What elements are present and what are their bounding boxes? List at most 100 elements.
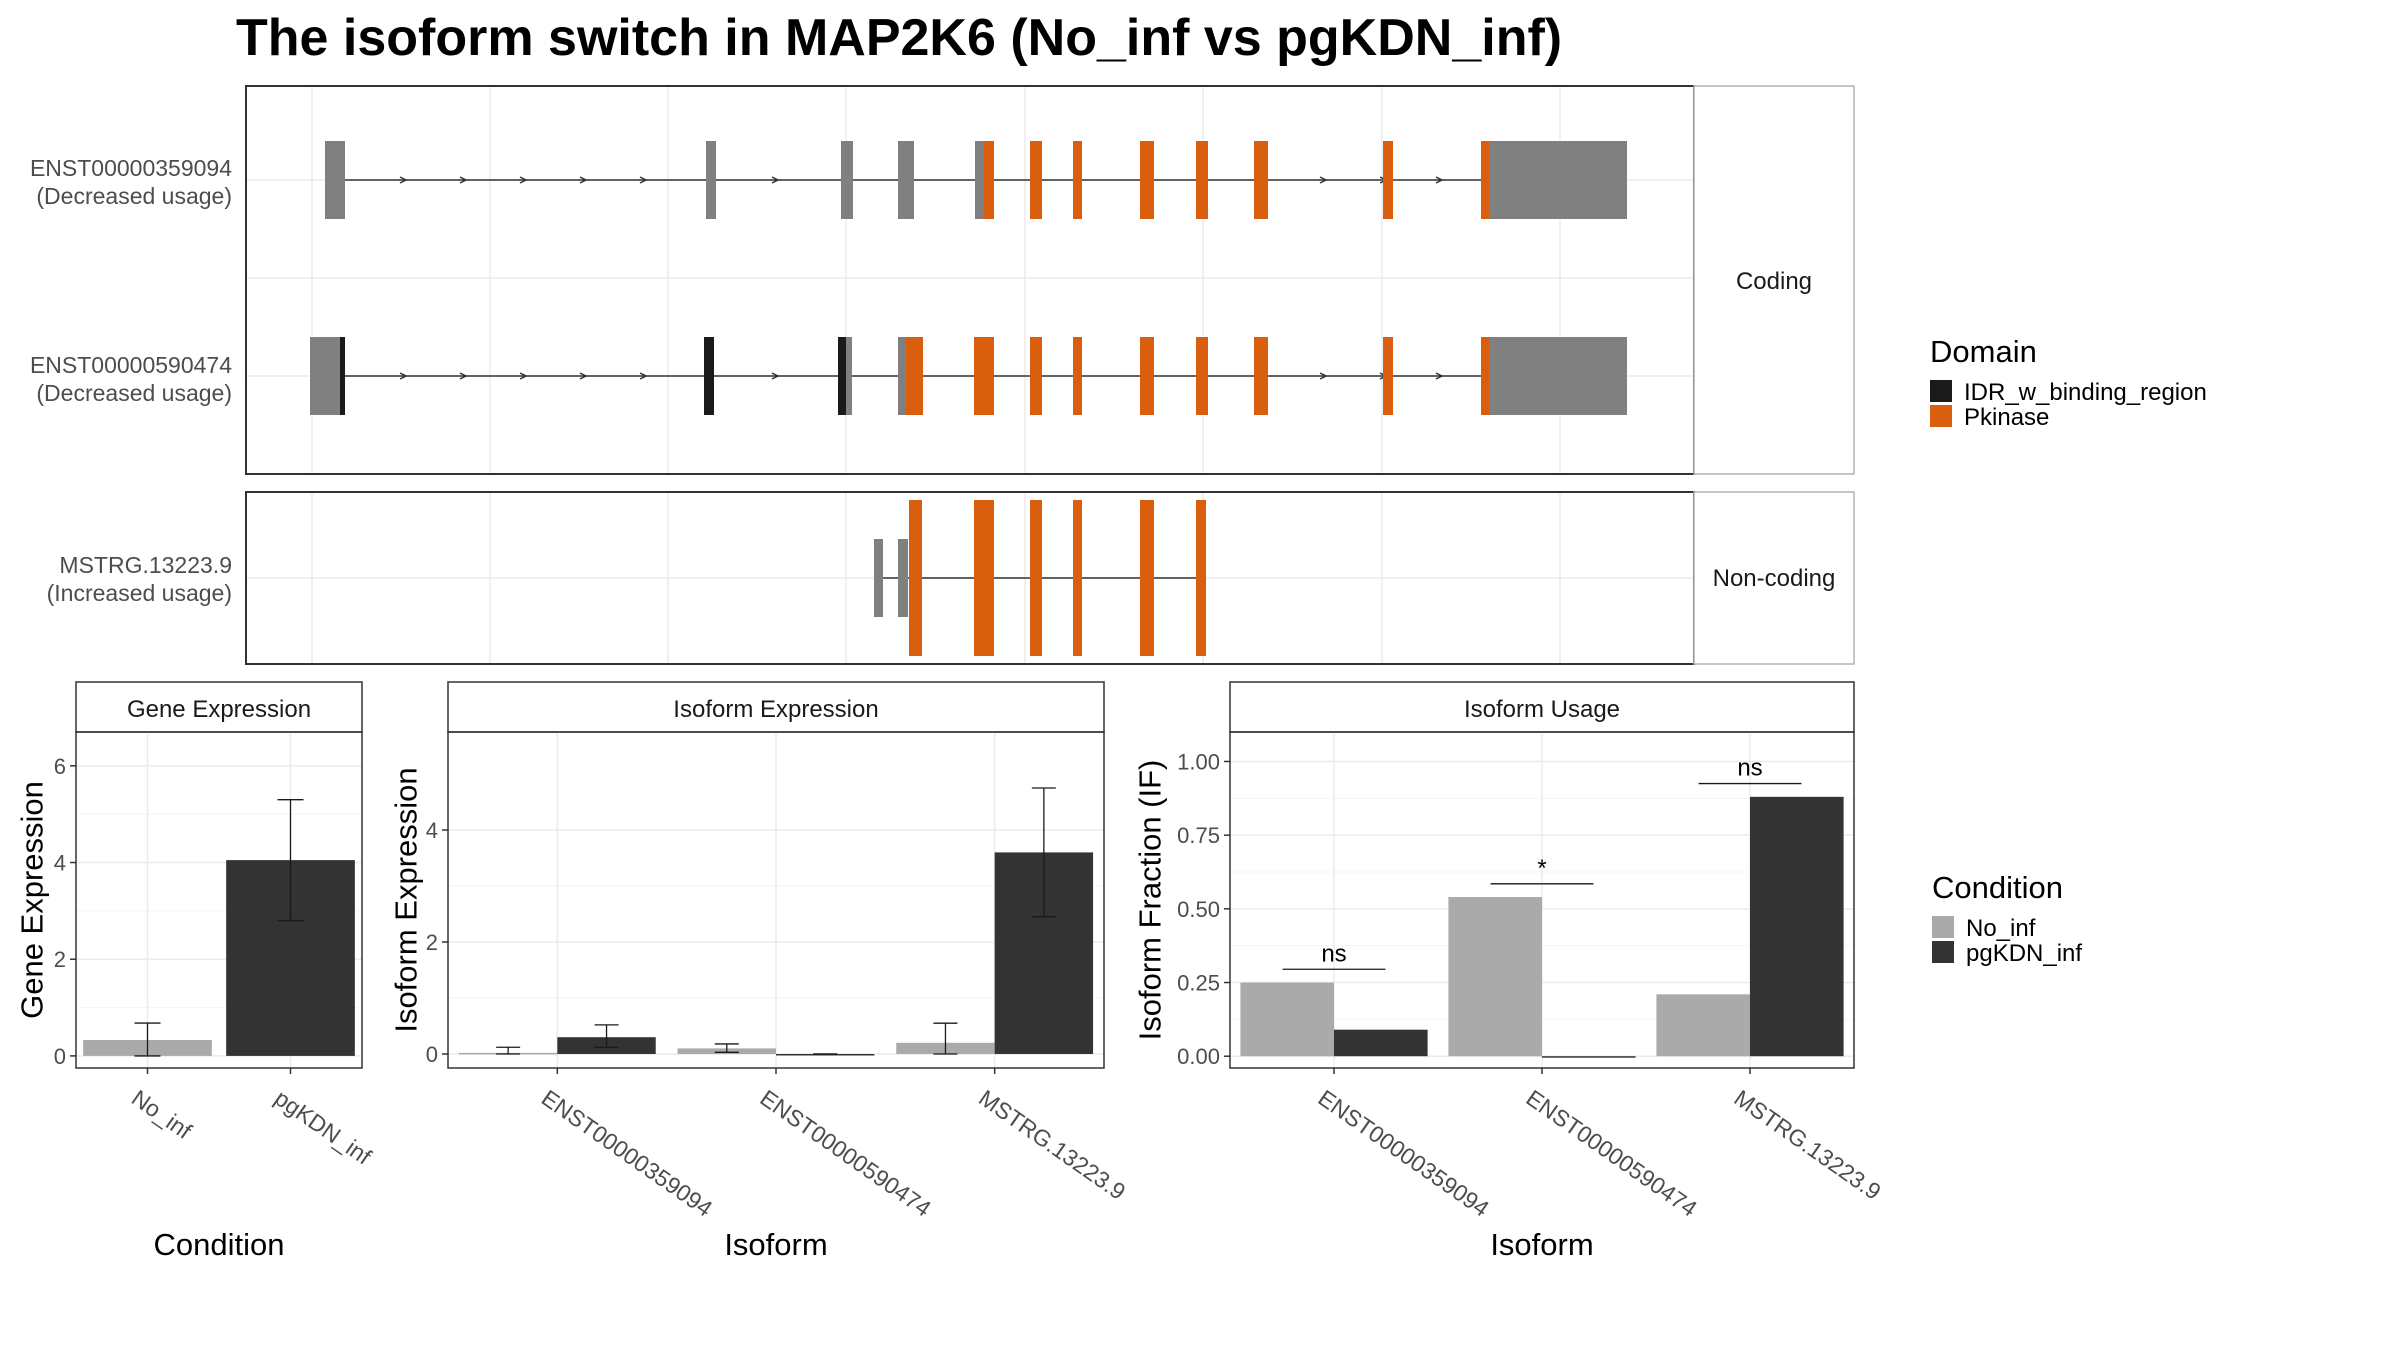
transcript-label-2-line1: ENST00000590474 <box>30 352 232 378</box>
pkinase-exon <box>1073 500 1082 656</box>
bar-No_inf-MSTRG.13223.9 <box>1656 994 1750 1057</box>
x-tick-label: MSTRG.13223.9 <box>1729 1085 1885 1205</box>
strand-arrow <box>459 372 468 380</box>
idr-exon <box>838 337 846 415</box>
pkinase-exon <box>1254 141 1268 219</box>
exon <box>310 337 340 415</box>
strand-arrow <box>771 176 780 184</box>
exon <box>874 539 883 617</box>
strand-arrow <box>639 176 648 184</box>
y-axis-label: Gene Expression <box>15 781 50 1019</box>
significance-label: ns <box>1321 940 1346 967</box>
y-axis-label: Isoform Expression <box>389 767 424 1032</box>
significance-label: * <box>1537 855 1546 882</box>
bar-pgKDN_inf-ENST00000590474 <box>1542 1056 1636 1058</box>
idr-exon <box>340 337 345 415</box>
chart-frame <box>1229 731 1855 1069</box>
transcript-label-3-line2: (Increased usage) <box>47 580 232 606</box>
condition-legend-title: Condition <box>1932 870 2063 905</box>
strand-arrow <box>1435 372 1444 380</box>
exon <box>1489 337 1627 415</box>
chart-strip <box>447 681 1105 733</box>
strand-arrow <box>1319 372 1328 380</box>
domain-legend-label-pkinase: Pkinase <box>1964 404 2049 431</box>
pkinase-exon <box>1140 500 1154 656</box>
pkinase-exon <box>1140 141 1154 219</box>
y-tick-label: 4 <box>54 851 66 876</box>
pkinase-exon <box>1481 337 1489 415</box>
y-axis-label: Isoform Fraction (IF) <box>1133 760 1168 1041</box>
coding-strip-label: Coding <box>1736 268 1812 295</box>
x-axis-label: Isoform <box>1490 1227 1593 1262</box>
pkinase-exon <box>974 337 994 415</box>
pkinase-exon <box>1196 337 1208 415</box>
strand-arrow <box>399 372 408 380</box>
pkinase-exon <box>984 141 994 219</box>
exon <box>846 337 852 415</box>
pkinase-exon <box>1030 337 1042 415</box>
transcript-label-1-line1: ENST00000359094 <box>30 155 232 181</box>
x-axis-label: Isoform <box>724 1227 827 1262</box>
x-tick-label: pgKDN_inf <box>270 1085 377 1170</box>
exon <box>898 141 914 219</box>
strand-arrow <box>459 176 468 184</box>
bar-No_inf-ENST00000359094 <box>1240 982 1334 1057</box>
x-tick-label: No_inf <box>127 1085 197 1145</box>
y-tick-label: 2 <box>54 947 66 972</box>
bar-No_inf-ENST00000590474 <box>1448 897 1542 1057</box>
chart-title: Gene Expression <box>127 696 311 723</box>
chart-strip <box>75 681 363 733</box>
pkinase-exon <box>1383 337 1393 415</box>
idr-exon <box>704 337 714 415</box>
chart-panel-3: Isoform Usage 0.00 0.25 0.50 0.75 1.00 ns * ns EN… <box>1133 681 1886 1262</box>
strand-arrow <box>579 372 588 380</box>
domain-legend-key-pkinase <box>1930 405 1952 427</box>
exon <box>841 141 853 219</box>
pkinase-exon <box>1254 337 1268 415</box>
x-tick-label: ENST00000359094 <box>537 1085 718 1222</box>
chart-strip <box>1229 681 1855 733</box>
y-tick-label: 0.00 <box>1177 1044 1220 1069</box>
pkinase-exon <box>1140 337 1154 415</box>
pkinase-exon <box>909 500 922 656</box>
strand-arrow <box>771 372 780 380</box>
x-tick-label: MSTRG.13223.9 <box>974 1085 1130 1205</box>
pkinase-exon <box>1196 141 1208 219</box>
pkinase-exon <box>1030 141 1042 219</box>
domain-legend-key-idr <box>1930 380 1952 402</box>
y-tick-label: 0.50 <box>1177 897 1220 922</box>
condition-legend-label-pgkdn: pgKDN_inf <box>1966 940 2082 967</box>
y-tick-label: 0.75 <box>1177 823 1220 848</box>
y-tick-label: 1.00 <box>1177 749 1220 774</box>
pkinase-exon <box>974 500 994 656</box>
x-tick-label: ENST00000590474 <box>1521 1085 1702 1222</box>
chart-title: Isoform Usage <box>1464 696 1620 723</box>
noncoding-strip-label: Non-coding <box>1713 565 1836 592</box>
bar-pgKDN_inf-MSTRG.13223.9 <box>1750 796 1844 1057</box>
strand-arrow <box>399 176 408 184</box>
significance-label: ns <box>1737 755 1762 782</box>
coding-panel-frame <box>245 85 1695 475</box>
y-tick-label: 4 <box>426 818 438 843</box>
exon <box>1489 141 1627 219</box>
x-tick-label: ENST00000590474 <box>755 1085 936 1222</box>
y-tick-label: 0.25 <box>1177 971 1220 996</box>
chart-frame <box>447 731 1105 1069</box>
domain-legend-label-idr: IDR_w_binding_region <box>1964 379 2207 406</box>
exon <box>706 141 716 219</box>
strand-arrow <box>1435 176 1444 184</box>
domain-legend-title: Domain <box>1930 334 2037 369</box>
pkinase-exon <box>1196 500 1206 656</box>
strand-arrow <box>1319 176 1328 184</box>
condition-legend-key-noinf <box>1932 916 1954 938</box>
exon <box>898 337 906 415</box>
y-tick-label: 0 <box>426 1042 438 1067</box>
exon <box>325 141 345 219</box>
pkinase-exon <box>1073 337 1082 415</box>
bar-pgKDN_inf-ENST00000590474 <box>776 1054 875 1056</box>
strand-arrow <box>639 372 648 380</box>
strand-arrow <box>519 372 528 380</box>
pkinase-exon <box>1481 141 1489 219</box>
